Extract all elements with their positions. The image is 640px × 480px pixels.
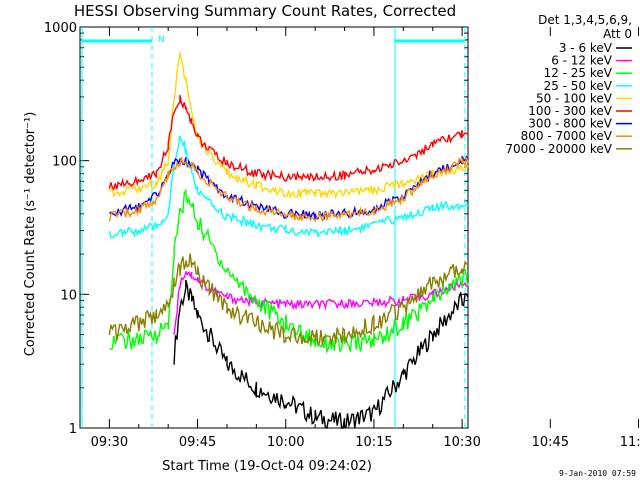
x-tick-label: 10:30 xyxy=(443,435,480,450)
x-tick-label: 10:45 xyxy=(532,435,569,450)
x-tick-label: 11:00 xyxy=(620,435,640,450)
series-line-8 xyxy=(108,253,469,348)
y-tick-label: 100 xyxy=(52,155,77,170)
legend-header-line-2: Att 0 xyxy=(603,27,632,41)
y-tick-label: 1000 xyxy=(44,21,77,36)
series-line-1 xyxy=(173,270,469,335)
series-line-7 xyxy=(108,157,469,223)
y-axis-ticks: 1 10 100 1000 xyxy=(44,21,468,437)
y-tick-label: 10 xyxy=(60,288,77,303)
series-line-5 xyxy=(108,94,469,191)
series-line-2 xyxy=(109,188,469,355)
legend-entry-label: 12 - 25 keV xyxy=(544,66,613,80)
legend-entry-label: 800 - 7000 keV xyxy=(521,129,613,143)
footer-date: 9-Jan-2010 07:59 xyxy=(559,469,636,478)
chart-title: HESSI Observing Summary Count Rates, Cor… xyxy=(74,2,456,20)
legend-entry-label: 300 - 800 keV xyxy=(528,117,612,131)
series-line-4 xyxy=(108,52,469,200)
series-line-3 xyxy=(108,135,469,239)
y-axis-label: Corrected Count Rate (s⁻¹ detector⁻¹) xyxy=(23,112,38,357)
night-annotation: N xyxy=(158,35,165,45)
legend-header-line-1: Det 1,3,4,5,6,9, xyxy=(538,13,632,27)
y-tick-label: 1 xyxy=(69,422,77,437)
legend-entry-label: 3 - 6 keV xyxy=(559,41,613,55)
x-tick-label: 09:30 xyxy=(91,435,128,450)
legend-entry-label: 50 - 100 keV xyxy=(536,91,613,105)
legend-entry-label: 100 - 300 keV xyxy=(528,104,612,118)
series-line-0 xyxy=(173,279,469,429)
x-axis-label: Start Time (19-Oct-04 09:24:02) xyxy=(162,459,372,474)
legend-entry-label: 7000 - 20000 keV xyxy=(505,142,612,156)
x-tick-label: 10:15 xyxy=(355,435,392,450)
x-axis-ticks: 09:30 09:45 10:00 10:15 10:30 10:45 11:00 xyxy=(79,27,640,450)
observing-interval-markers: N xyxy=(81,27,466,428)
legend-entry-label: 25 - 50 keV xyxy=(544,79,613,93)
x-tick-label: 10:00 xyxy=(267,435,304,450)
legend-entry-label: 6 - 12 keV xyxy=(551,54,613,68)
x-tick-label: 09:45 xyxy=(179,435,216,450)
series-lines xyxy=(108,52,469,429)
plot-frame xyxy=(79,26,469,429)
